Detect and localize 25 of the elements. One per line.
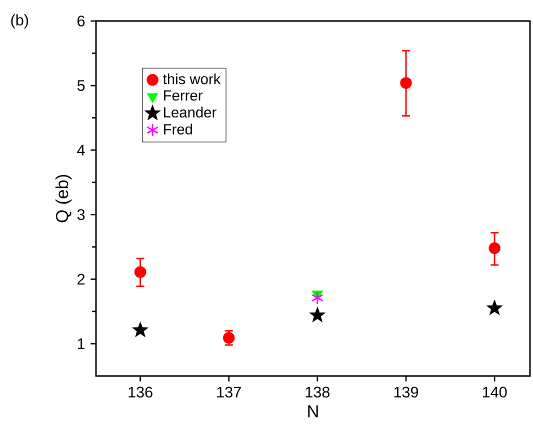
legend-label: Leander [164, 106, 216, 118]
point [134, 266, 146, 278]
text: (b) [11, 14, 28, 29]
x-tick-label: 140 [482, 386, 507, 398]
legend-label: Ferrer [164, 90, 203, 101]
y-tick-label: 2 [78, 274, 85, 285]
y-tick-label: 4 [77, 144, 85, 156]
point [132, 322, 148, 337]
y-tick-label: 5 [77, 80, 85, 91]
point [488, 242, 500, 254]
point [310, 307, 326, 322]
legend-label: this work [163, 73, 221, 84]
point [486, 300, 502, 315]
x-tick-label: 139 [394, 386, 418, 398]
y-tick-label: 3 [77, 209, 85, 220]
legend-label: Fred [164, 124, 192, 134]
y-tick-label: 1 [78, 338, 85, 349]
x-tick-label: 138 [306, 386, 330, 398]
x-tick-label: 137 [217, 386, 241, 398]
point [400, 77, 412, 89]
y-tick-label: 6 [78, 16, 85, 26]
y-axis-title: Q (eb) [55, 175, 72, 222]
x-tick-label: 136 [128, 386, 152, 398]
point [311, 291, 324, 305]
x-axis-title: N [308, 405, 318, 418]
